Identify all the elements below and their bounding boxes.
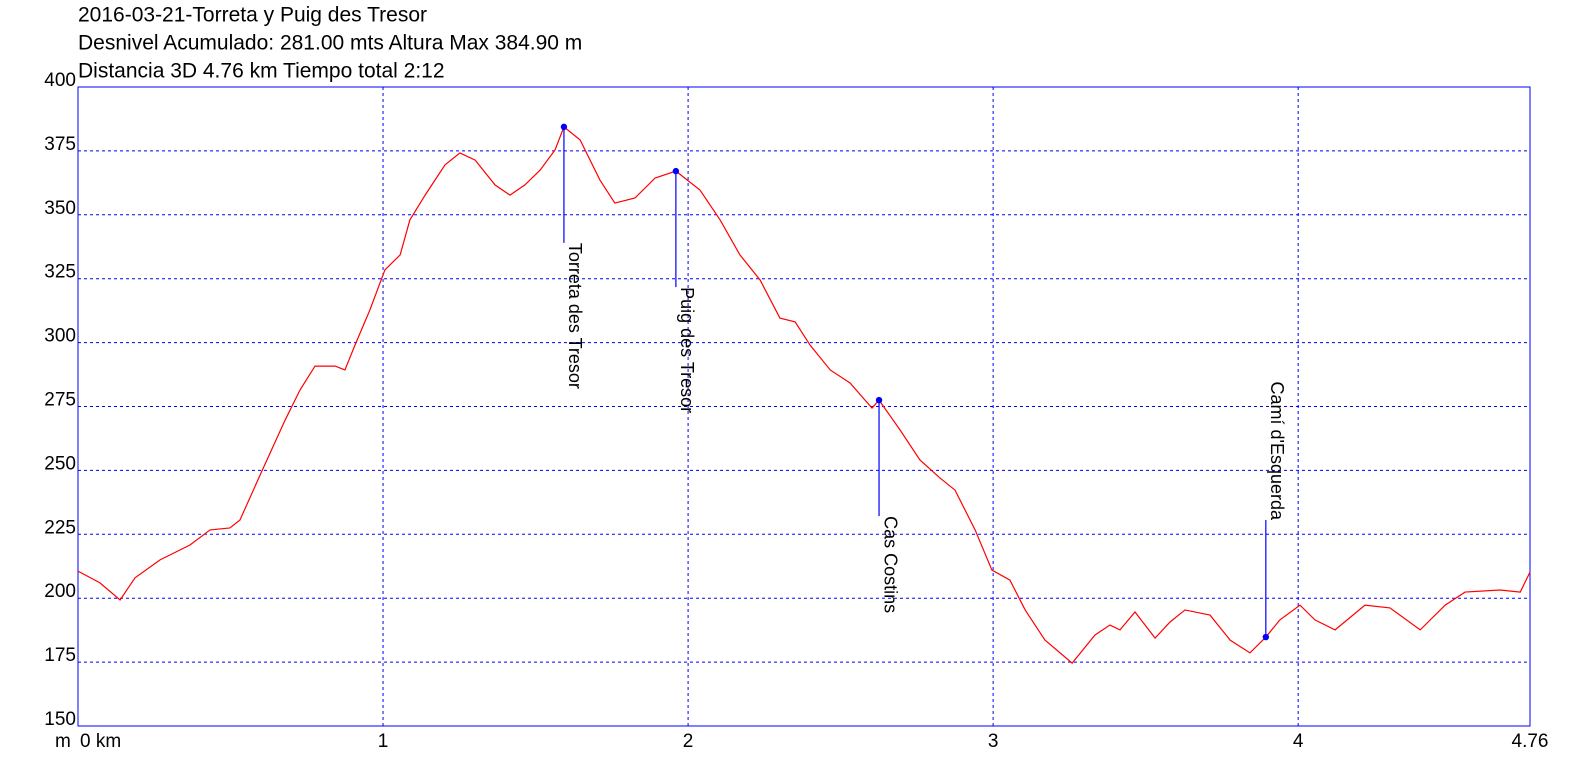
waypoint (672, 167, 680, 175)
y-tick-label: 250 (44, 453, 76, 474)
y-tick-label: 275 (44, 390, 76, 411)
waypoint-label: Camí d'Esquerda (1267, 382, 1287, 521)
waypoint (875, 396, 883, 404)
y-tick-label: 300 (44, 326, 76, 347)
y-tick-label: 150 (44, 709, 76, 730)
waypoint-label: Puig des Tresor (677, 287, 697, 413)
y-tick-label: 325 (44, 262, 76, 283)
x-tick-label: 4 (1293, 731, 1304, 752)
y-tick-label: 400 (44, 70, 76, 91)
y-unit-label: m (55, 731, 71, 752)
profile-line (77, 125, 1531, 664)
x-tick-label: 0 km (80, 731, 121, 752)
y-tick-label: 350 (44, 198, 76, 219)
title-line: Desnivel Acumulado: 281.00 mts Altura Ma… (78, 32, 582, 55)
x-tick-label: 4.76 (1512, 731, 1549, 752)
x-tick-label: 2 (683, 731, 694, 752)
x-tick-label: 1 (378, 731, 389, 752)
waypoint-label: Torreta des Tresor (565, 243, 585, 389)
title-line: 2016-03-21-Torreta y Puig des Tresor (78, 4, 427, 27)
waypoint (560, 123, 568, 131)
y-tick-label: 200 (44, 581, 76, 602)
y-tick-label: 225 (44, 517, 76, 538)
y-tick-label: 175 (44, 645, 76, 666)
y-tick-label: 375 (44, 134, 76, 155)
waypoint-label: Cas Costins (880, 516, 900, 613)
waypoint (1262, 633, 1270, 641)
x-tick-label: 3 (988, 731, 999, 752)
title-line: Distancia 3D 4.76 km Tiempo total 2:12 (78, 60, 445, 83)
